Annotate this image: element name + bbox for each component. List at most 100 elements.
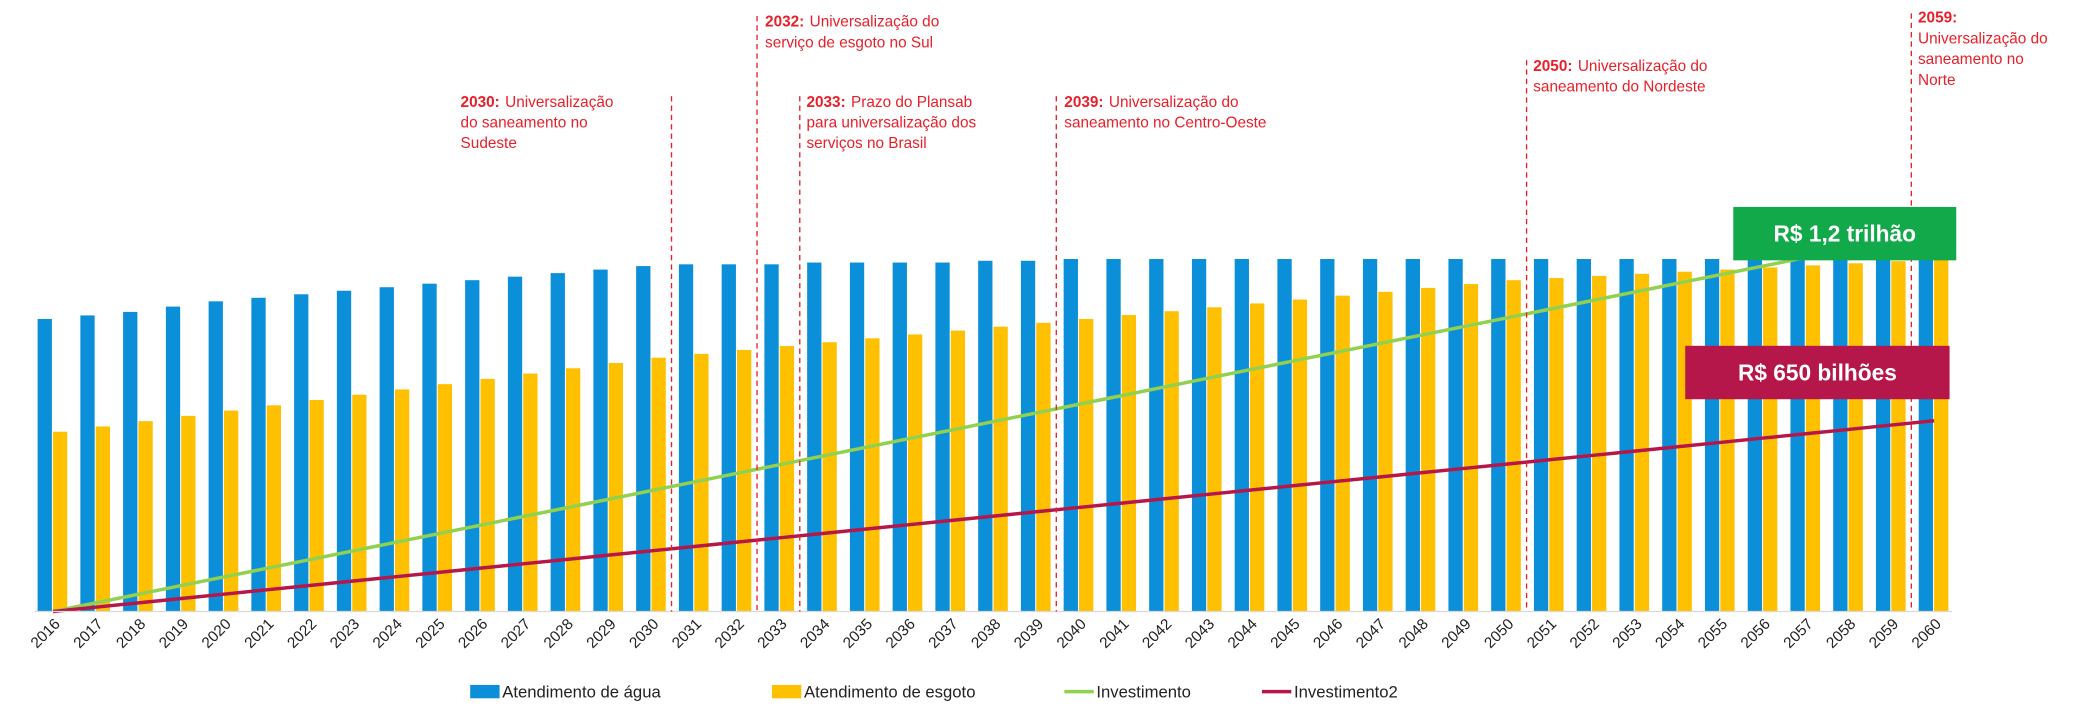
bar — [1805, 265, 1821, 612]
x-tick-label: 2056 — [1738, 616, 1774, 652]
x-tick-label: 2025 — [412, 616, 448, 652]
bar — [37, 318, 52, 612]
bar — [1207, 307, 1222, 612]
annotation-year: 2033: — [806, 94, 845, 111]
bar — [1592, 275, 1607, 612]
bar — [1891, 261, 1906, 612]
bar — [1378, 291, 1393, 612]
bar — [352, 394, 367, 612]
x-tick-label: 2059 — [1866, 616, 1902, 652]
annotation-text: do saneamento no — [461, 115, 588, 132]
x-tick-label: 2042 — [1139, 616, 1175, 652]
callout-text: R$ 1,2 trilhão — [1774, 221, 1916, 247]
bar — [1634, 273, 1650, 612]
bar — [608, 363, 624, 612]
bar — [1036, 322, 1051, 612]
x-tick-label: 2016 — [28, 616, 64, 652]
x-tick-label: 2021 — [241, 616, 277, 652]
bar — [1292, 299, 1308, 612]
annotation-year: 2059: — [1918, 10, 1957, 27]
annotation: 2059: Universalização do saneamento no Nort… — [1918, 10, 2048, 89]
bar — [1234, 259, 1249, 612]
bar — [651, 357, 666, 612]
annotation-text: Norte — [1918, 72, 1956, 89]
x-tick-label: 2054 — [1652, 615, 1688, 651]
bar — [1506, 280, 1521, 612]
bar — [764, 264, 779, 612]
annotation-text: Universalização do — [1578, 58, 1708, 75]
bar — [1164, 311, 1179, 612]
annotation-text: serviço de esgoto no Sul — [765, 34, 933, 51]
bar — [95, 426, 111, 612]
callout-text: R$ 650 bilhões — [1738, 360, 1897, 386]
annotation-year: 2050: — [1533, 58, 1572, 75]
bar — [336, 290, 352, 612]
annotation: 2030: Universalização do saneamento no Sude… — [461, 94, 614, 152]
x-tick-label: 2022 — [284, 616, 320, 652]
annotation: 2050: Universalização do saneamento do Nor… — [1533, 58, 1707, 96]
bar — [892, 262, 907, 612]
bar — [1875, 259, 1891, 612]
x-tick-label: 2058 — [1823, 616, 1859, 652]
bar — [1079, 318, 1094, 612]
annotation-text: saneamento no — [1918, 51, 2024, 68]
bar — [266, 405, 282, 612]
x-tick-label: 2023 — [327, 616, 363, 652]
bar — [480, 378, 495, 612]
bar — [465, 280, 480, 612]
bar — [721, 264, 736, 612]
x-tick-label: 2024 — [370, 615, 406, 651]
annotation: 2039: Universalização do saneamento no Cen… — [1064, 94, 1266, 132]
x-tick-label: 2045 — [1267, 616, 1303, 652]
legend-label: Investimento — [1096, 683, 1191, 702]
bar — [865, 338, 880, 612]
x-tick-label: 2030 — [626, 616, 662, 652]
x-tick-label: 2029 — [583, 616, 619, 652]
bar — [822, 342, 837, 612]
x-tick-label: 2043 — [1182, 616, 1218, 652]
annotation-text: Prazo do Plansab — [851, 94, 972, 111]
annotation-text: saneamento no Centro-Oeste — [1064, 115, 1266, 132]
bar — [52, 431, 68, 612]
annotation-text: Universalização — [505, 94, 613, 111]
bar — [678, 264, 694, 612]
bar — [1833, 259, 1848, 612]
bar — [1335, 295, 1350, 612]
bar — [636, 266, 651, 612]
x-tick-label: 2019 — [156, 616, 192, 652]
x-tick-label: 2041 — [1096, 616, 1132, 652]
legend-swatch — [771, 684, 802, 699]
x-tick-label: 2032 — [712, 616, 748, 652]
legend-label: Investimento2 — [1294, 683, 1398, 702]
x-tick-label: 2051 — [1524, 616, 1560, 652]
bar — [1020, 260, 1036, 612]
bar — [1918, 259, 1933, 612]
bar — [908, 334, 923, 612]
x-tick-label: 2036 — [883, 616, 919, 652]
x-tick-label: 2038 — [968, 616, 1004, 652]
bar — [1448, 259, 1463, 612]
bar — [1149, 259, 1164, 612]
bar — [1405, 259, 1420, 612]
bar — [1491, 259, 1506, 612]
bar — [849, 262, 865, 612]
bar — [1277, 259, 1292, 612]
x-tick-label: 2055 — [1695, 616, 1731, 652]
bar — [1677, 271, 1692, 612]
bar — [123, 311, 138, 612]
bar — [437, 384, 453, 612]
annotation-text: serviços no Brasil — [806, 135, 926, 152]
x-tick-label: 2053 — [1609, 616, 1645, 652]
bar — [1619, 259, 1634, 612]
bar — [1063, 259, 1078, 612]
x-tick-label: 2020 — [199, 616, 235, 652]
bar — [523, 373, 538, 612]
bar — [1704, 259, 1720, 612]
x-tick-label: 2048 — [1396, 616, 1432, 652]
annotation-text: Sudeste — [461, 135, 517, 152]
line-series — [52, 419, 1935, 614]
bar — [394, 389, 410, 612]
annotation-year: 2032: — [765, 14, 804, 31]
callout-box — [1685, 345, 1950, 400]
